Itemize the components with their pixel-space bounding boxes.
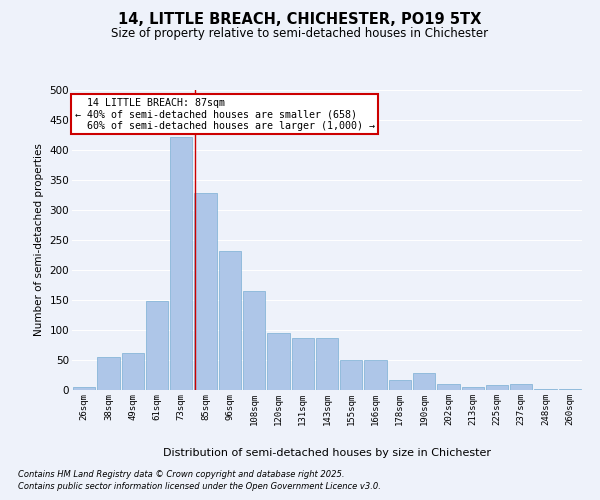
Bar bbox=[437, 384, 460, 390]
Bar bbox=[535, 389, 557, 390]
Bar bbox=[194, 193, 217, 390]
Bar bbox=[292, 338, 314, 390]
Text: Contains HM Land Registry data © Crown copyright and database right 2025.: Contains HM Land Registry data © Crown c… bbox=[18, 470, 344, 479]
Bar bbox=[510, 384, 532, 390]
Bar bbox=[73, 387, 95, 390]
Bar bbox=[389, 380, 411, 390]
Bar bbox=[340, 360, 362, 390]
Text: Contains public sector information licensed under the Open Government Licence v3: Contains public sector information licen… bbox=[18, 482, 381, 491]
Bar bbox=[218, 251, 241, 390]
Bar bbox=[461, 387, 484, 390]
Bar bbox=[170, 137, 193, 390]
Bar bbox=[486, 385, 508, 390]
Bar bbox=[267, 333, 290, 390]
Bar bbox=[122, 353, 144, 390]
Bar bbox=[243, 291, 265, 390]
Bar bbox=[364, 360, 387, 390]
Text: 14, LITTLE BREACH, CHICHESTER, PO19 5TX: 14, LITTLE BREACH, CHICHESTER, PO19 5TX bbox=[118, 12, 482, 28]
Text: Size of property relative to semi-detached houses in Chichester: Size of property relative to semi-detach… bbox=[112, 28, 488, 40]
Bar bbox=[413, 372, 436, 390]
Bar bbox=[146, 301, 168, 390]
Bar bbox=[316, 338, 338, 390]
Text: Distribution of semi-detached houses by size in Chichester: Distribution of semi-detached houses by … bbox=[163, 448, 491, 458]
Y-axis label: Number of semi-detached properties: Number of semi-detached properties bbox=[34, 144, 44, 336]
Bar bbox=[97, 357, 119, 390]
Text: 14 LITTLE BREACH: 87sqm
← 40% of semi-detached houses are smaller (658)
  60% of: 14 LITTLE BREACH: 87sqm ← 40% of semi-de… bbox=[74, 98, 374, 130]
